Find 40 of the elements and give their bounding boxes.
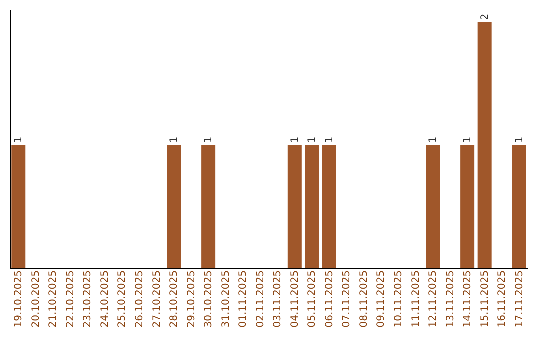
x-tick-label: 02.11.2025 — [255, 270, 266, 328]
x-tick-label: 20.10.2025 — [30, 270, 42, 328]
data-label: 1 — [290, 136, 301, 144]
x-tick-label: 15.11.2025 — [480, 270, 491, 328]
x-tick-label: 30.10.2025 — [204, 270, 215, 328]
data-label: 1 — [14, 136, 25, 144]
x-tick-label: 14.11.2025 — [462, 270, 474, 328]
x-tick-label: 12.11.2025 — [428, 270, 440, 328]
x-tick-label: 27.10.2025 — [152, 270, 163, 328]
data-label: 1 — [307, 136, 318, 144]
x-tick-label: 26.10.2025 — [134, 270, 146, 328]
x-tick-label: 01.11.2025 — [238, 270, 250, 328]
x-tick-label: 29.10.2025 — [186, 270, 198, 328]
x-tick-label: 07.11.2025 — [342, 270, 353, 328]
x-tick-label: 25.10.2025 — [117, 270, 128, 328]
data-label: 1 — [169, 136, 180, 144]
x-tick-label: 13.11.2025 — [445, 270, 456, 328]
data-label: 1 — [324, 136, 336, 144]
x-tick-label: 05.11.2025 — [307, 270, 318, 328]
x-tick-label: 03.11.2025 — [272, 270, 284, 328]
x-tick-label: 04.11.2025 — [290, 270, 301, 328]
x-tick-label: 06.11.2025 — [324, 270, 336, 328]
x-tick-label: 09.11.2025 — [376, 270, 388, 328]
x-tick-label: 10.11.2025 — [394, 270, 404, 328]
data-label: 1 — [462, 136, 474, 144]
x-tick-label: 19.10.2025 — [14, 270, 25, 328]
x-tick-label: 24.10.2025 — [100, 270, 111, 328]
x-tick-label: 31.10.2025 — [220, 270, 232, 328]
x-tick-label: 11.11.2025 — [410, 270, 422, 328]
x-tick-label: 21.10.2025 — [48, 270, 60, 328]
data-label: 1 — [514, 136, 526, 144]
x-tick-label: 08.11.2025 — [358, 270, 370, 328]
x-tick-label: 17.11.2025 — [514, 270, 526, 328]
x-tick-label: 16.11.2025 — [497, 270, 508, 328]
x-tick-label: 22.10.2025 — [65, 270, 76, 328]
data-label: 2 — [480, 14, 491, 20]
data-label: 1 — [428, 136, 440, 144]
data-label: 1 — [204, 136, 215, 144]
x-tick-label: 28.10.2025 — [169, 270, 180, 328]
x-tick-label: 23.10.2025 — [82, 270, 94, 328]
